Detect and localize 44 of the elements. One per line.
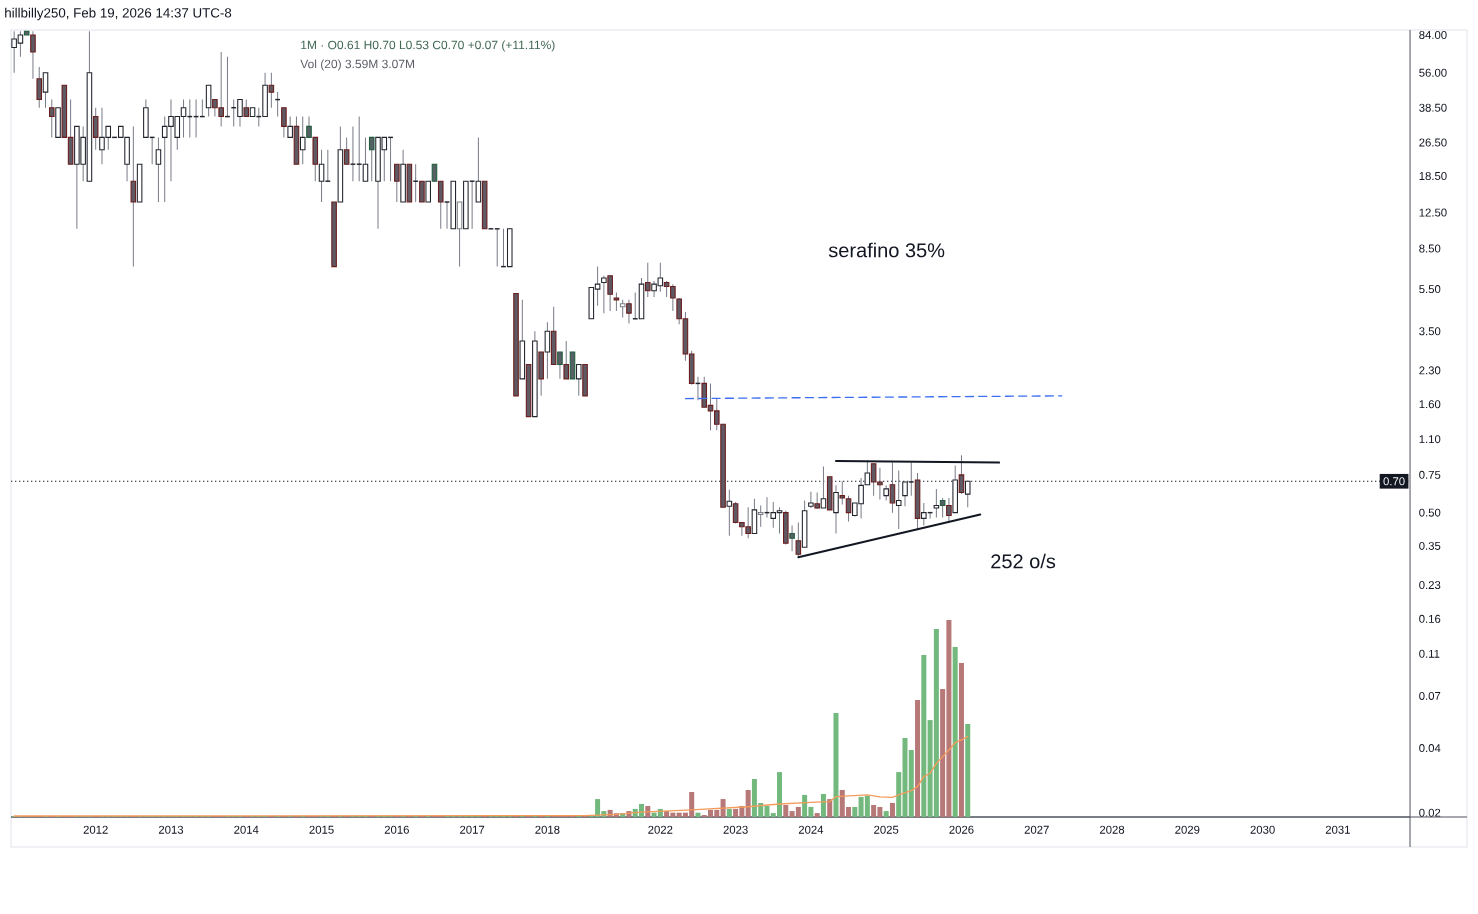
y-tick-label: 38.50: [1419, 103, 1447, 112]
x-tick-label: 2018: [535, 825, 560, 834]
y-tick-label: 0.11: [1419, 649, 1440, 658]
y-tick-label: 0.04: [1419, 744, 1441, 753]
y-tick-label: 2.30: [1419, 366, 1441, 375]
y-tick-label: 5.50: [1419, 285, 1441, 294]
ref-line-label: 0.70: [1383, 477, 1405, 486]
x-tick-label: 2013: [158, 825, 184, 834]
x-tick-label: 2017: [460, 825, 485, 834]
x-tick-label: 2030: [1250, 825, 1275, 834]
y-tick-label: 0.16: [1419, 614, 1441, 623]
y-tick-label: 0.23: [1419, 581, 1441, 590]
y-tick-label: 0.35: [1419, 541, 1441, 550]
annotation: 252 o/s: [991, 553, 1056, 569]
y-tick-label: 0.50: [1419, 508, 1441, 517]
text: hillbilly250, Feb 19, 2026 14:37 UTC-8: [5, 7, 232, 21]
y-tick-label: 0.02: [1419, 808, 1441, 817]
x-tick-label: 2022: [648, 825, 673, 834]
x-tick-label: 2023: [723, 825, 748, 834]
y-tick-label: 26.50: [1419, 138, 1447, 147]
x-tick-label: 2029: [1175, 825, 1200, 834]
y-tick-label: 18.50: [1419, 172, 1447, 181]
x-tick-label: 2028: [1099, 825, 1125, 834]
x-tick-label: 2025: [874, 825, 899, 834]
annotation: serafino 35%: [828, 242, 945, 258]
annotation: Vol (20) 3.59M 3.07M: [300, 59, 414, 71]
x-tick-label: 2012: [83, 825, 108, 834]
x-tick-label: 2024: [798, 825, 824, 834]
x-tick-label: 2031: [1325, 825, 1350, 834]
x-tick-label: 2015: [309, 825, 334, 834]
x-tick-label: 2026: [949, 825, 974, 834]
y-tick-label: 0.75: [1419, 470, 1441, 479]
x-tick-label: 2027: [1024, 825, 1049, 834]
y-tick-label: 1.10: [1419, 435, 1441, 444]
y-tick-label: 3.50: [1419, 327, 1441, 336]
y-tick-label: 8.50: [1419, 244, 1441, 253]
x-tick-label: 2014: [234, 825, 259, 834]
y-tick-label: 12.50: [1419, 208, 1447, 217]
y-tick-label: 1.60: [1419, 400, 1441, 409]
text: 1M · O0.61 H0.70 L0.53 C0.70 +0.07 (+11.11%): [301, 40, 555, 52]
y-tick-label: 56.00: [1419, 68, 1447, 77]
y-tick-label: 84.00: [1419, 30, 1447, 39]
x-tick-label: 2016: [384, 825, 409, 834]
y-tick-label: 0.07: [1419, 691, 1441, 700]
